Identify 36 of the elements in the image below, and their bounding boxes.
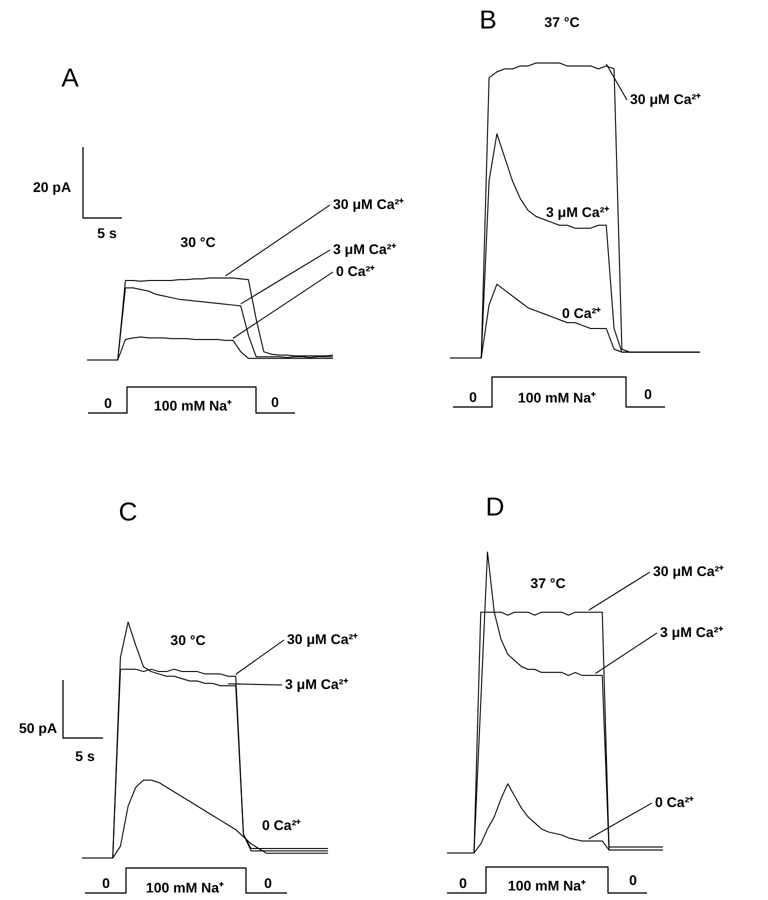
legend-label: 3 μM Ca²⁺ (285, 676, 348, 692)
chart-title: A (61, 62, 79, 94)
text: 37 °C (530, 575, 566, 591)
chart-subtitle: 30 °C (180, 234, 216, 250)
series-label: 3 μM Ca²⁺ (546, 204, 610, 220)
text: 3 μM Ca²⁺ (333, 240, 396, 257)
text: 0 (271, 394, 279, 410)
text: 0 (629, 872, 637, 888)
chart-title: D (486, 492, 504, 522)
text: 0 (102, 875, 110, 891)
text: 30 μM Ca²⁺ (287, 630, 358, 647)
text: 30 μM Ca²⁺ (333, 196, 404, 212)
text: 20 pA (32, 179, 72, 195)
annotation: 5 s (75, 748, 95, 764)
text: 3 μM Ca²⁺ (660, 624, 724, 640)
series-label: 30 μM Ca²⁺ (630, 90, 702, 107)
chart-title: B (479, 4, 497, 36)
text: 100 mM Na⁺ (508, 876, 586, 894)
series-label: 0 Ca²⁺ (562, 304, 602, 321)
text: 0 (644, 386, 652, 402)
text: 50 pA (18, 720, 58, 736)
text: 0 (459, 875, 467, 891)
text: 100 mM Na⁺ (518, 388, 596, 406)
text: 0 Ca²⁺ (655, 794, 694, 810)
series-label: 0 Ca²⁺ (262, 816, 302, 833)
text: 0 (264, 875, 272, 891)
text: 30 μM Ca²⁺ (653, 562, 724, 579)
text: 0 (104, 395, 112, 411)
text: 0 Ca²⁺ (336, 262, 376, 279)
text: 30 °C (170, 632, 206, 648)
text: 5 s (97, 225, 117, 241)
chart-subtitle: 37 °C (544, 14, 580, 30)
text: 100 mM Na⁺ (146, 878, 224, 896)
text: 0 (469, 389, 477, 405)
chart-title: C (118, 496, 138, 528)
text: 100 mM Na⁺ (154, 396, 232, 414)
